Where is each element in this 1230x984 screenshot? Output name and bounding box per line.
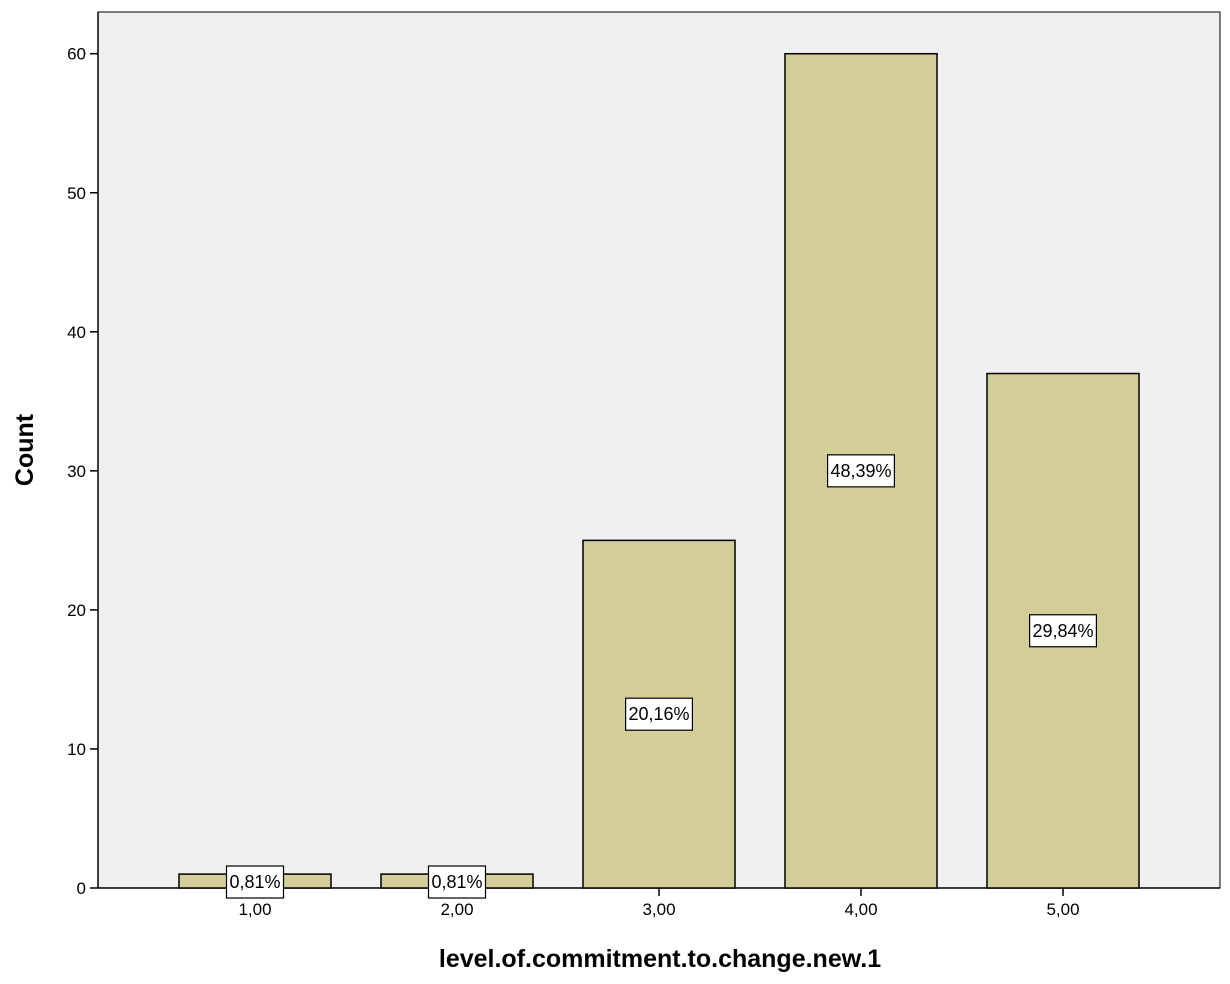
data-label-box [427,865,487,899]
x-tick-label: 3,00 [642,900,675,919]
data-label-4: 48,39% [826,454,895,488]
x-tick-label: 2,00 [440,900,473,919]
data-labels: 0,81% 0,81% 20,16% 48,39% 29,84% [225,454,1097,899]
y-tick-label: 40 [67,323,86,342]
x-tick-label: 1,00 [238,900,271,919]
data-label-2: 0,81% [427,865,487,899]
x-tick-label: 5,00 [1046,900,1079,919]
y-tick-label: 60 [67,45,86,64]
data-label-3: 20,16% [624,697,693,731]
y-tick-label: 50 [67,184,86,203]
y-tick-label: 10 [67,740,86,759]
data-label-box [1028,614,1097,648]
y-axis-title: Count [11,413,39,486]
data-label-box [826,454,895,488]
x-tick-label: 4,00 [844,900,877,919]
y-tick-label: 20 [67,601,86,620]
data-label-text: 29,84% [1032,621,1093,641]
data-label-1: 0,81% [225,865,285,899]
data-label-text: 0,81% [431,872,482,892]
data-label-box [624,697,693,731]
y-tick-label: 0 [77,879,86,898]
x-axis-title: level.of.commitment.to.change.new.1 [439,945,881,973]
y-tick-label: 30 [67,462,86,481]
data-label-5: 29,84% [1028,614,1097,648]
data-label-text: 48,39% [830,461,891,481]
bar-series [178,52,1140,889]
data-label-box [225,865,285,899]
data-label-text: 20,16% [628,704,689,724]
data-label-text: 0,81% [229,872,280,892]
y-axis: 0 10 20 30 40 50 60 [67,12,99,898]
